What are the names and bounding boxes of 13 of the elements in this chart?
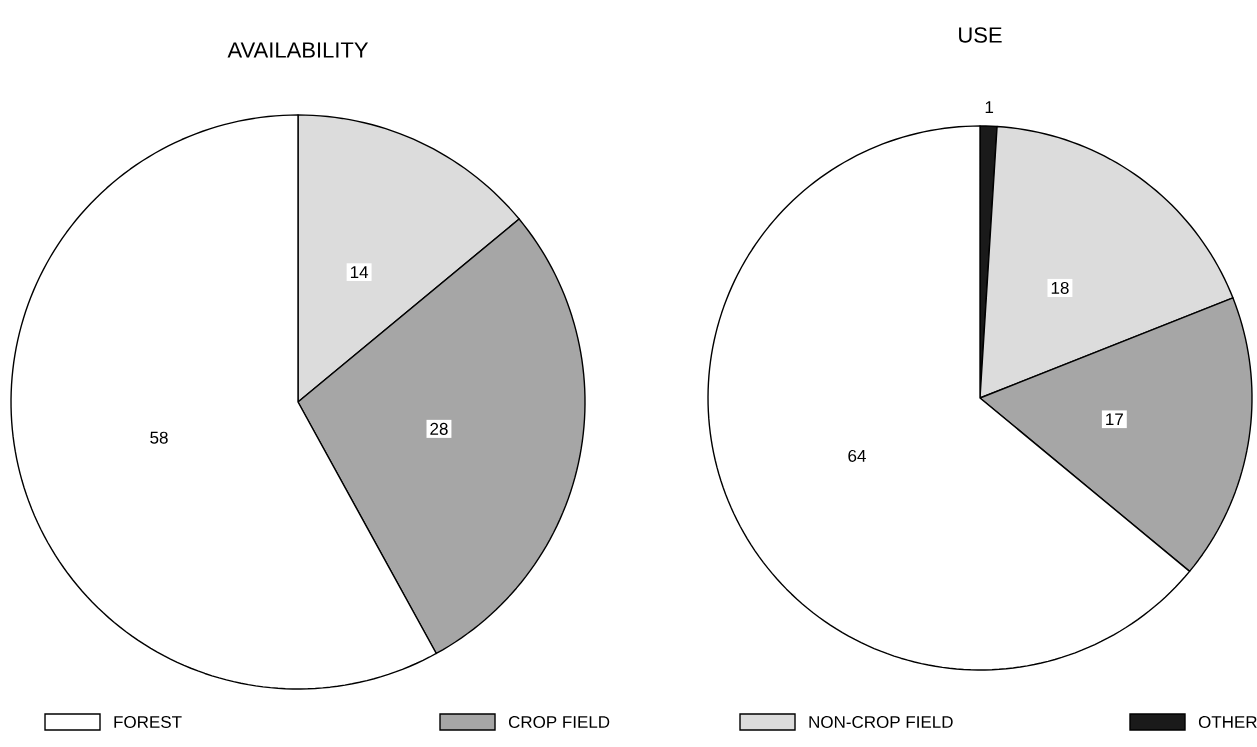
data-label: 14 <box>350 266 369 278</box>
legend-label: NON-CROP FIELD <box>809 715 953 728</box>
data-label: 58 <box>150 431 168 444</box>
legend-label: OTHER <box>1198 715 1257 728</box>
legend-label: FOREST <box>114 715 182 728</box>
data-label: 17 <box>1106 413 1123 426</box>
data-label: 64 <box>848 449 866 462</box>
chart-title: USE <box>959 27 1002 43</box>
data-label: 18 <box>1051 281 1069 294</box>
legend-label: CROP FIELD <box>508 715 610 728</box>
data-label: 1 <box>985 101 994 113</box>
data-label: 28 <box>430 422 448 435</box>
chart-title: AVAILABILITY <box>227 42 369 58</box>
